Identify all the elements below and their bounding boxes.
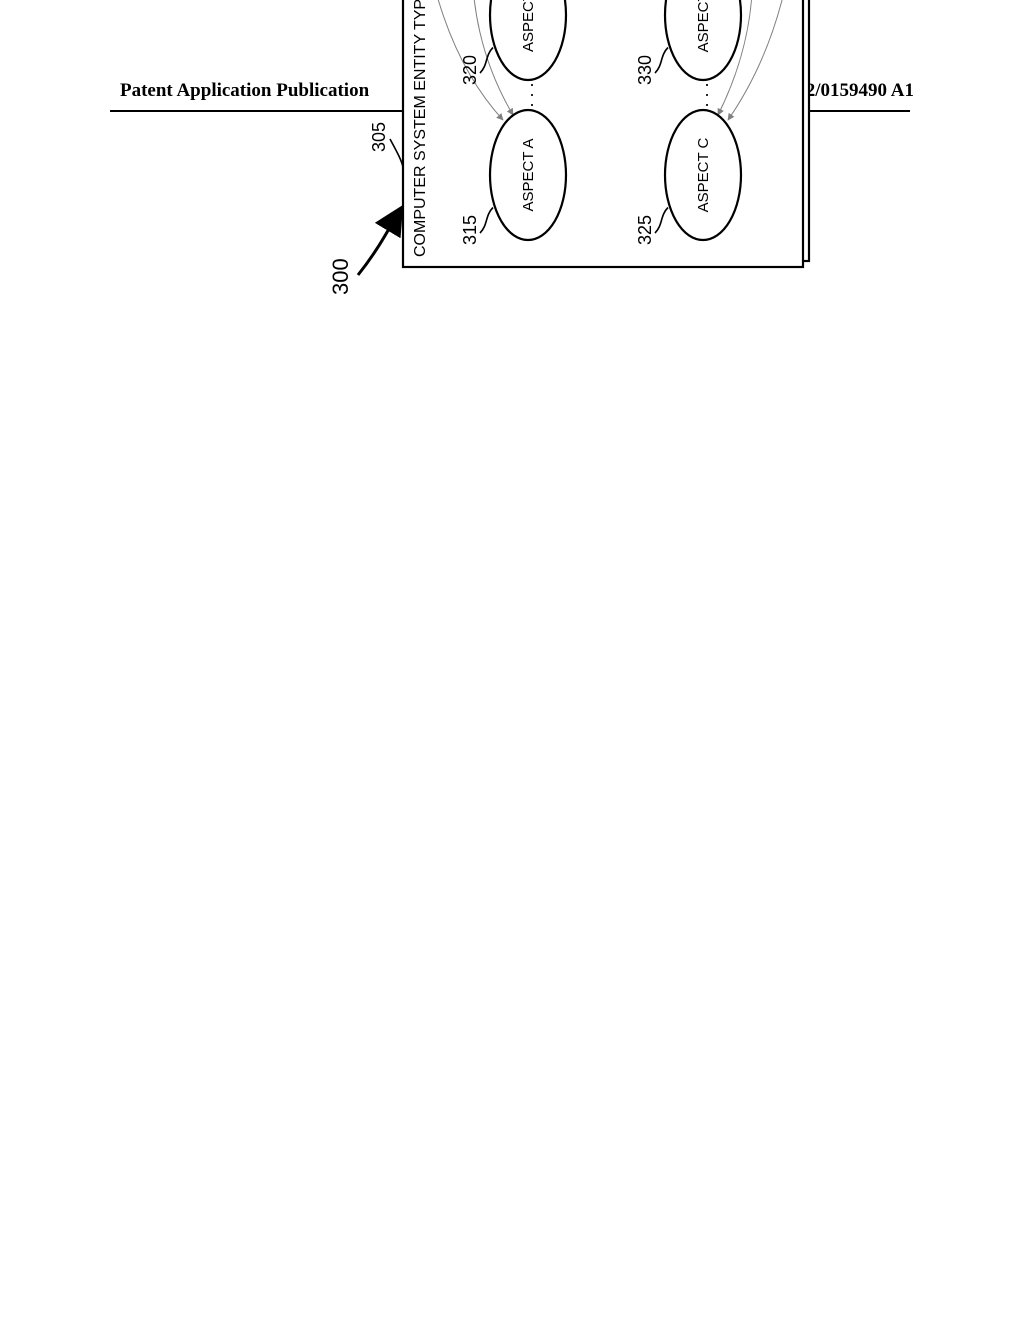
ellipsis-left-bottom: . . .	[692, 82, 712, 107]
left-box-title: COMPUTER SYSTEM ENTITY TYPE	[412, 0, 429, 257]
ref-300-leader	[358, 210, 400, 275]
ref-325: 325	[635, 215, 655, 245]
node-label-aspectB: ASPECT B	[520, 0, 537, 52]
ellipsis-left-top: . . .	[517, 82, 537, 107]
node-label-aspectC: ASPECT C	[695, 137, 712, 212]
node-label-aspectA: ASPECT A	[520, 138, 537, 211]
figure-svg: 300COMPUTER SYSTEM ENTITY TYPE305MANAGEM…	[308, 0, 932, 305]
ref-330: 330	[635, 55, 655, 85]
ref-315: 315	[460, 215, 480, 245]
ref-305-leader	[390, 139, 403, 167]
ref-320: 320	[460, 55, 480, 85]
page: Patent Application Publication Jun. 21, …	[0, 0, 1024, 1320]
figure-wrap: 300COMPUTER SYSTEM ENTITY TYPE305MANAGEM…	[308, 0, 932, 305]
ref-300: 300	[328, 258, 353, 295]
node-label-aspectN: ASPECT N	[695, 0, 712, 52]
ref-305: 305	[369, 122, 389, 152]
